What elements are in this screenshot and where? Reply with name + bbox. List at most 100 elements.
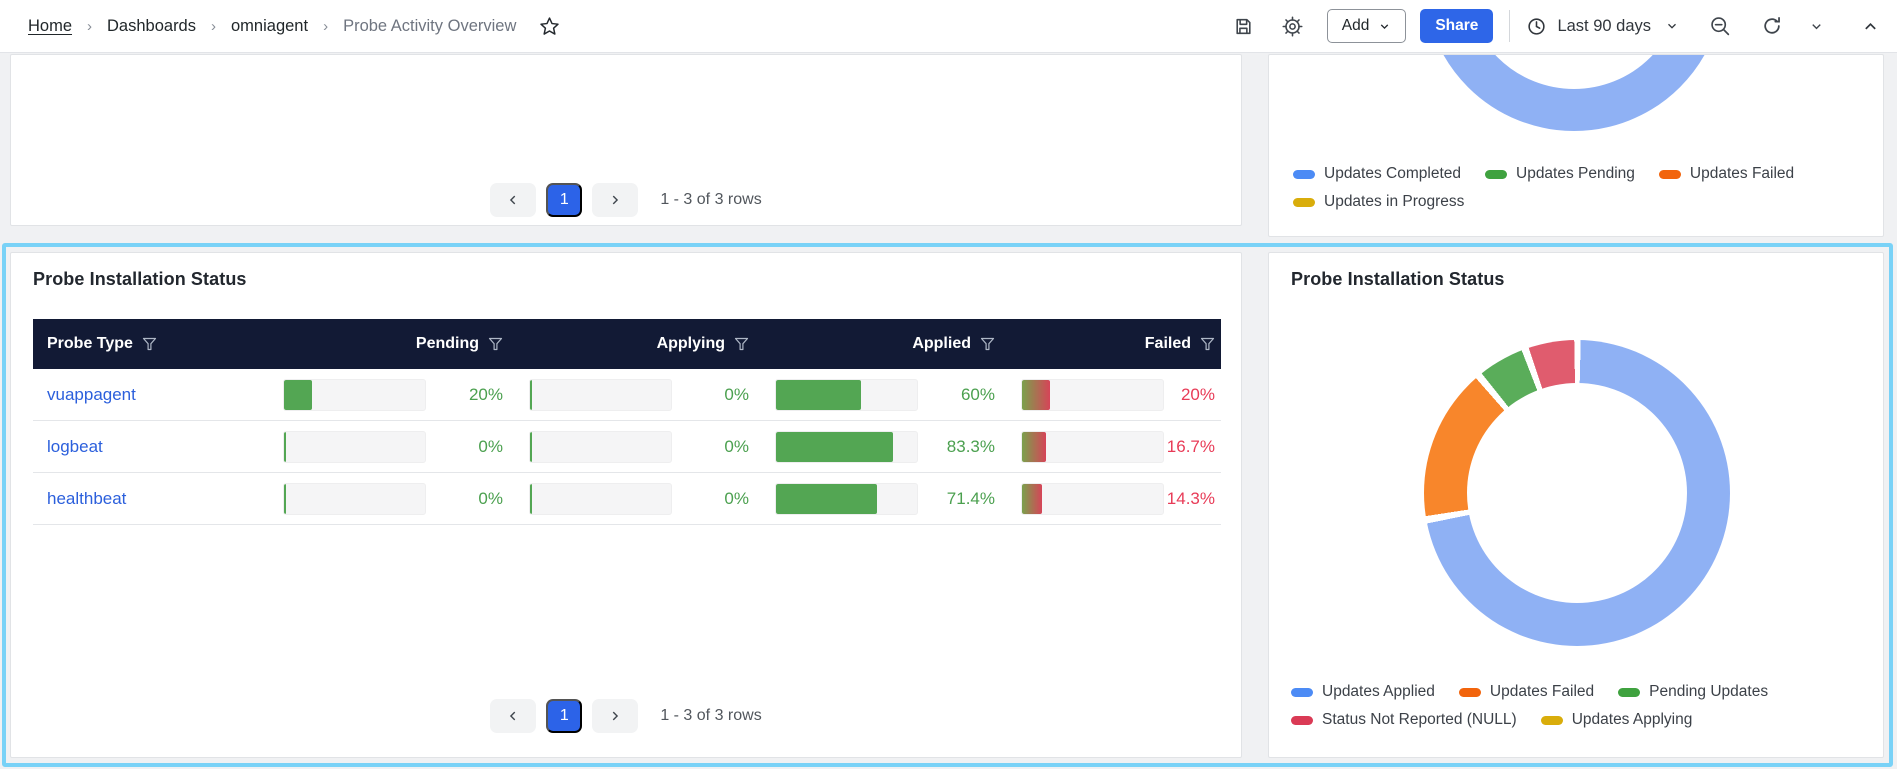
failed-bar-fill: [1022, 431, 1046, 462]
breadcrumb-separator: ›: [323, 17, 329, 35]
legend-color-swatch: [1291, 715, 1313, 725]
selected-dashboard-section-highlight: Probe Installation Status Probe Type Pend…: [2, 243, 1893, 767]
column-header-label: Probe Type: [47, 335, 133, 352]
settings-gear-icon[interactable]: [1282, 15, 1303, 37]
legend-item-updates-in-progress[interactable]: Updates in Progress: [1293, 193, 1464, 211]
donut-chart-partial-arc: [1424, 55, 1724, 131]
toolbar-actions: Add Share Last 90 days: [1233, 9, 1879, 43]
legend-color-swatch: [1293, 197, 1315, 207]
time-range-selector[interactable]: Last 90 days: [1526, 16, 1679, 37]
pagination-prev-button[interactable]: [490, 183, 537, 217]
failed-percent-value: 20%: [1180, 384, 1215, 404]
failed-cell: 14.3%: [1021, 482, 1221, 515]
applied-percent-value: 71.4%: [946, 488, 995, 508]
legend-color-swatch: [1540, 715, 1563, 725]
clock-icon: [1526, 16, 1547, 37]
add-button[interactable]: Add: [1326, 9, 1407, 43]
legend-item-updates-pending[interactable]: Updates Pending: [1485, 165, 1635, 183]
applying-cell: 0%: [529, 482, 775, 515]
collapse-toolbar-chevron-up-icon[interactable]: [1862, 18, 1879, 35]
favorite-star-icon[interactable]: [539, 16, 560, 37]
legend-item-updates-failed[interactable]: Updates Failed: [1658, 165, 1795, 183]
zoom-out-icon[interactable]: [1709, 15, 1731, 37]
pending-cell: 0%: [283, 482, 529, 515]
failed-progress-bar: [1021, 430, 1164, 463]
legend-label: Updates Applied: [1322, 683, 1435, 700]
probe-status-table: Probe Type Pending Applying Applied Failed v…: [33, 319, 1221, 525]
column-header-label: Applying: [656, 335, 725, 352]
chevron-down-icon: [1665, 19, 1679, 33]
legend-color-swatch: [1618, 687, 1641, 697]
table-body: vuappagent 20% 0% 60% 20% logbeat 0% 0% 83.3% 16.…: [33, 369, 1221, 525]
probe-installation-status-chart-panel: Probe Installation Status Updates Applie…: [1268, 252, 1884, 758]
column-header-failed: Failed: [1021, 335, 1221, 353]
legend-row: Updates Completed Updates Pending Updates …: [1293, 165, 1794, 183]
legend-item-updates-failed[interactable]: Updates Failed: [1458, 683, 1594, 701]
legend-color-swatch: [1458, 687, 1481, 697]
legend-label: Updates Failed: [1689, 165, 1795, 182]
time-range-label: Last 90 days: [1557, 16, 1651, 35]
legend-color-swatch: [1291, 687, 1313, 697]
pagination-next-button[interactable]: [592, 183, 639, 217]
breadcrumb-separator: ›: [211, 17, 216, 35]
applied-progress-bar: [775, 482, 918, 515]
applied-cell: 60%: [775, 378, 1021, 411]
applied-cell: 83.3%: [775, 430, 1021, 463]
filter-funnel-icon[interactable]: [142, 337, 157, 351]
probe-link-logbeat[interactable]: logbeat: [47, 436, 103, 456]
applying-progress-bar: [529, 378, 672, 411]
legend-item-updates-applied[interactable]: Updates Applied: [1291, 683, 1435, 701]
refresh-icon[interactable]: [1761, 15, 1783, 37]
applying-progress-bar: [529, 482, 672, 515]
pagination-page-1-button[interactable]: 1: [546, 699, 583, 733]
pending-progress-bar: [283, 482, 426, 515]
probe-link-healthbeat[interactable]: healthbeat: [47, 488, 127, 508]
pending-percent-value: 0%: [478, 488, 503, 508]
applying-bar-fill: [530, 379, 532, 410]
breadcrumb-dashboards[interactable]: Dashboards: [107, 16, 196, 35]
applied-bar-fill: [776, 483, 877, 514]
breadcrumb-home[interactable]: Home: [28, 16, 73, 35]
breadcrumb-omniagent[interactable]: omniagent: [231, 16, 309, 35]
probe-installation-status-table-panel: Probe Installation Status Probe Type Pend…: [10, 252, 1242, 758]
filter-funnel-icon[interactable]: [980, 337, 995, 351]
pagination-prev-button[interactable]: [490, 699, 537, 733]
failed-bar-fill: [1022, 379, 1051, 410]
legend-label: Pending Updates: [1649, 683, 1769, 700]
pagination-page-1-button[interactable]: 1: [546, 183, 583, 217]
filter-funnel-icon[interactable]: [1200, 337, 1215, 351]
legend-row: Status Not Reported (NULL) Updates Applyi…: [1291, 711, 1768, 729]
table-row-vuappagent: vuappagent 20% 0% 60% 20%: [33, 369, 1221, 421]
share-button[interactable]: Share: [1420, 9, 1494, 43]
applying-percent-value: 0%: [724, 436, 749, 456]
pagination-next-button[interactable]: [592, 699, 639, 733]
applying-percent-value: 0%: [724, 488, 749, 508]
chevron-down-icon[interactable]: [1809, 19, 1824, 34]
column-header-probe-type: Probe Type: [33, 335, 283, 353]
legend-item-updates-applying[interactable]: Updates Applying: [1540, 711, 1693, 729]
failed-progress-bar: [1021, 482, 1164, 515]
chart-legend: Updates Applied Updates Failed Pending Upd…: [1291, 683, 1768, 729]
applied-progress-bar: [775, 430, 918, 463]
legend-label: Status Not Reported (NULL): [1322, 711, 1517, 728]
probe-type-cell: healthbeat: [33, 489, 283, 509]
top-widget-panel: 1 1 - 3 of 3 rows: [10, 54, 1242, 226]
pending-percent-value: 0%: [478, 436, 503, 456]
legend-item-updates-completed[interactable]: Updates Completed: [1293, 165, 1461, 183]
filter-funnel-icon[interactable]: [488, 337, 503, 351]
legend-label: Updates Applying: [1571, 711, 1693, 728]
probe-type-cell: logbeat: [33, 437, 283, 457]
legend-label: Updates Completed: [1324, 165, 1461, 182]
pagination: 1 1 - 3 of 3 rows: [11, 699, 1241, 733]
probe-link-vuappagent[interactable]: vuappagent: [47, 384, 136, 404]
legend-item-pending-updates[interactable]: Pending Updates: [1618, 683, 1768, 701]
pending-bar-fill: [284, 431, 286, 462]
legend-item-status-not-reported-null[interactable]: Status Not Reported (NULL): [1291, 711, 1517, 729]
save-icon[interactable]: [1233, 16, 1254, 37]
legend-color-swatch: [1293, 169, 1315, 179]
failed-percent-value: 16.7%: [1166, 436, 1215, 456]
filter-funnel-icon[interactable]: [734, 337, 749, 351]
legend-label: Updates in Progress: [1324, 193, 1465, 210]
failed-percent-value: 14.3%: [1166, 488, 1215, 508]
legend-color-swatch: [1658, 169, 1681, 179]
